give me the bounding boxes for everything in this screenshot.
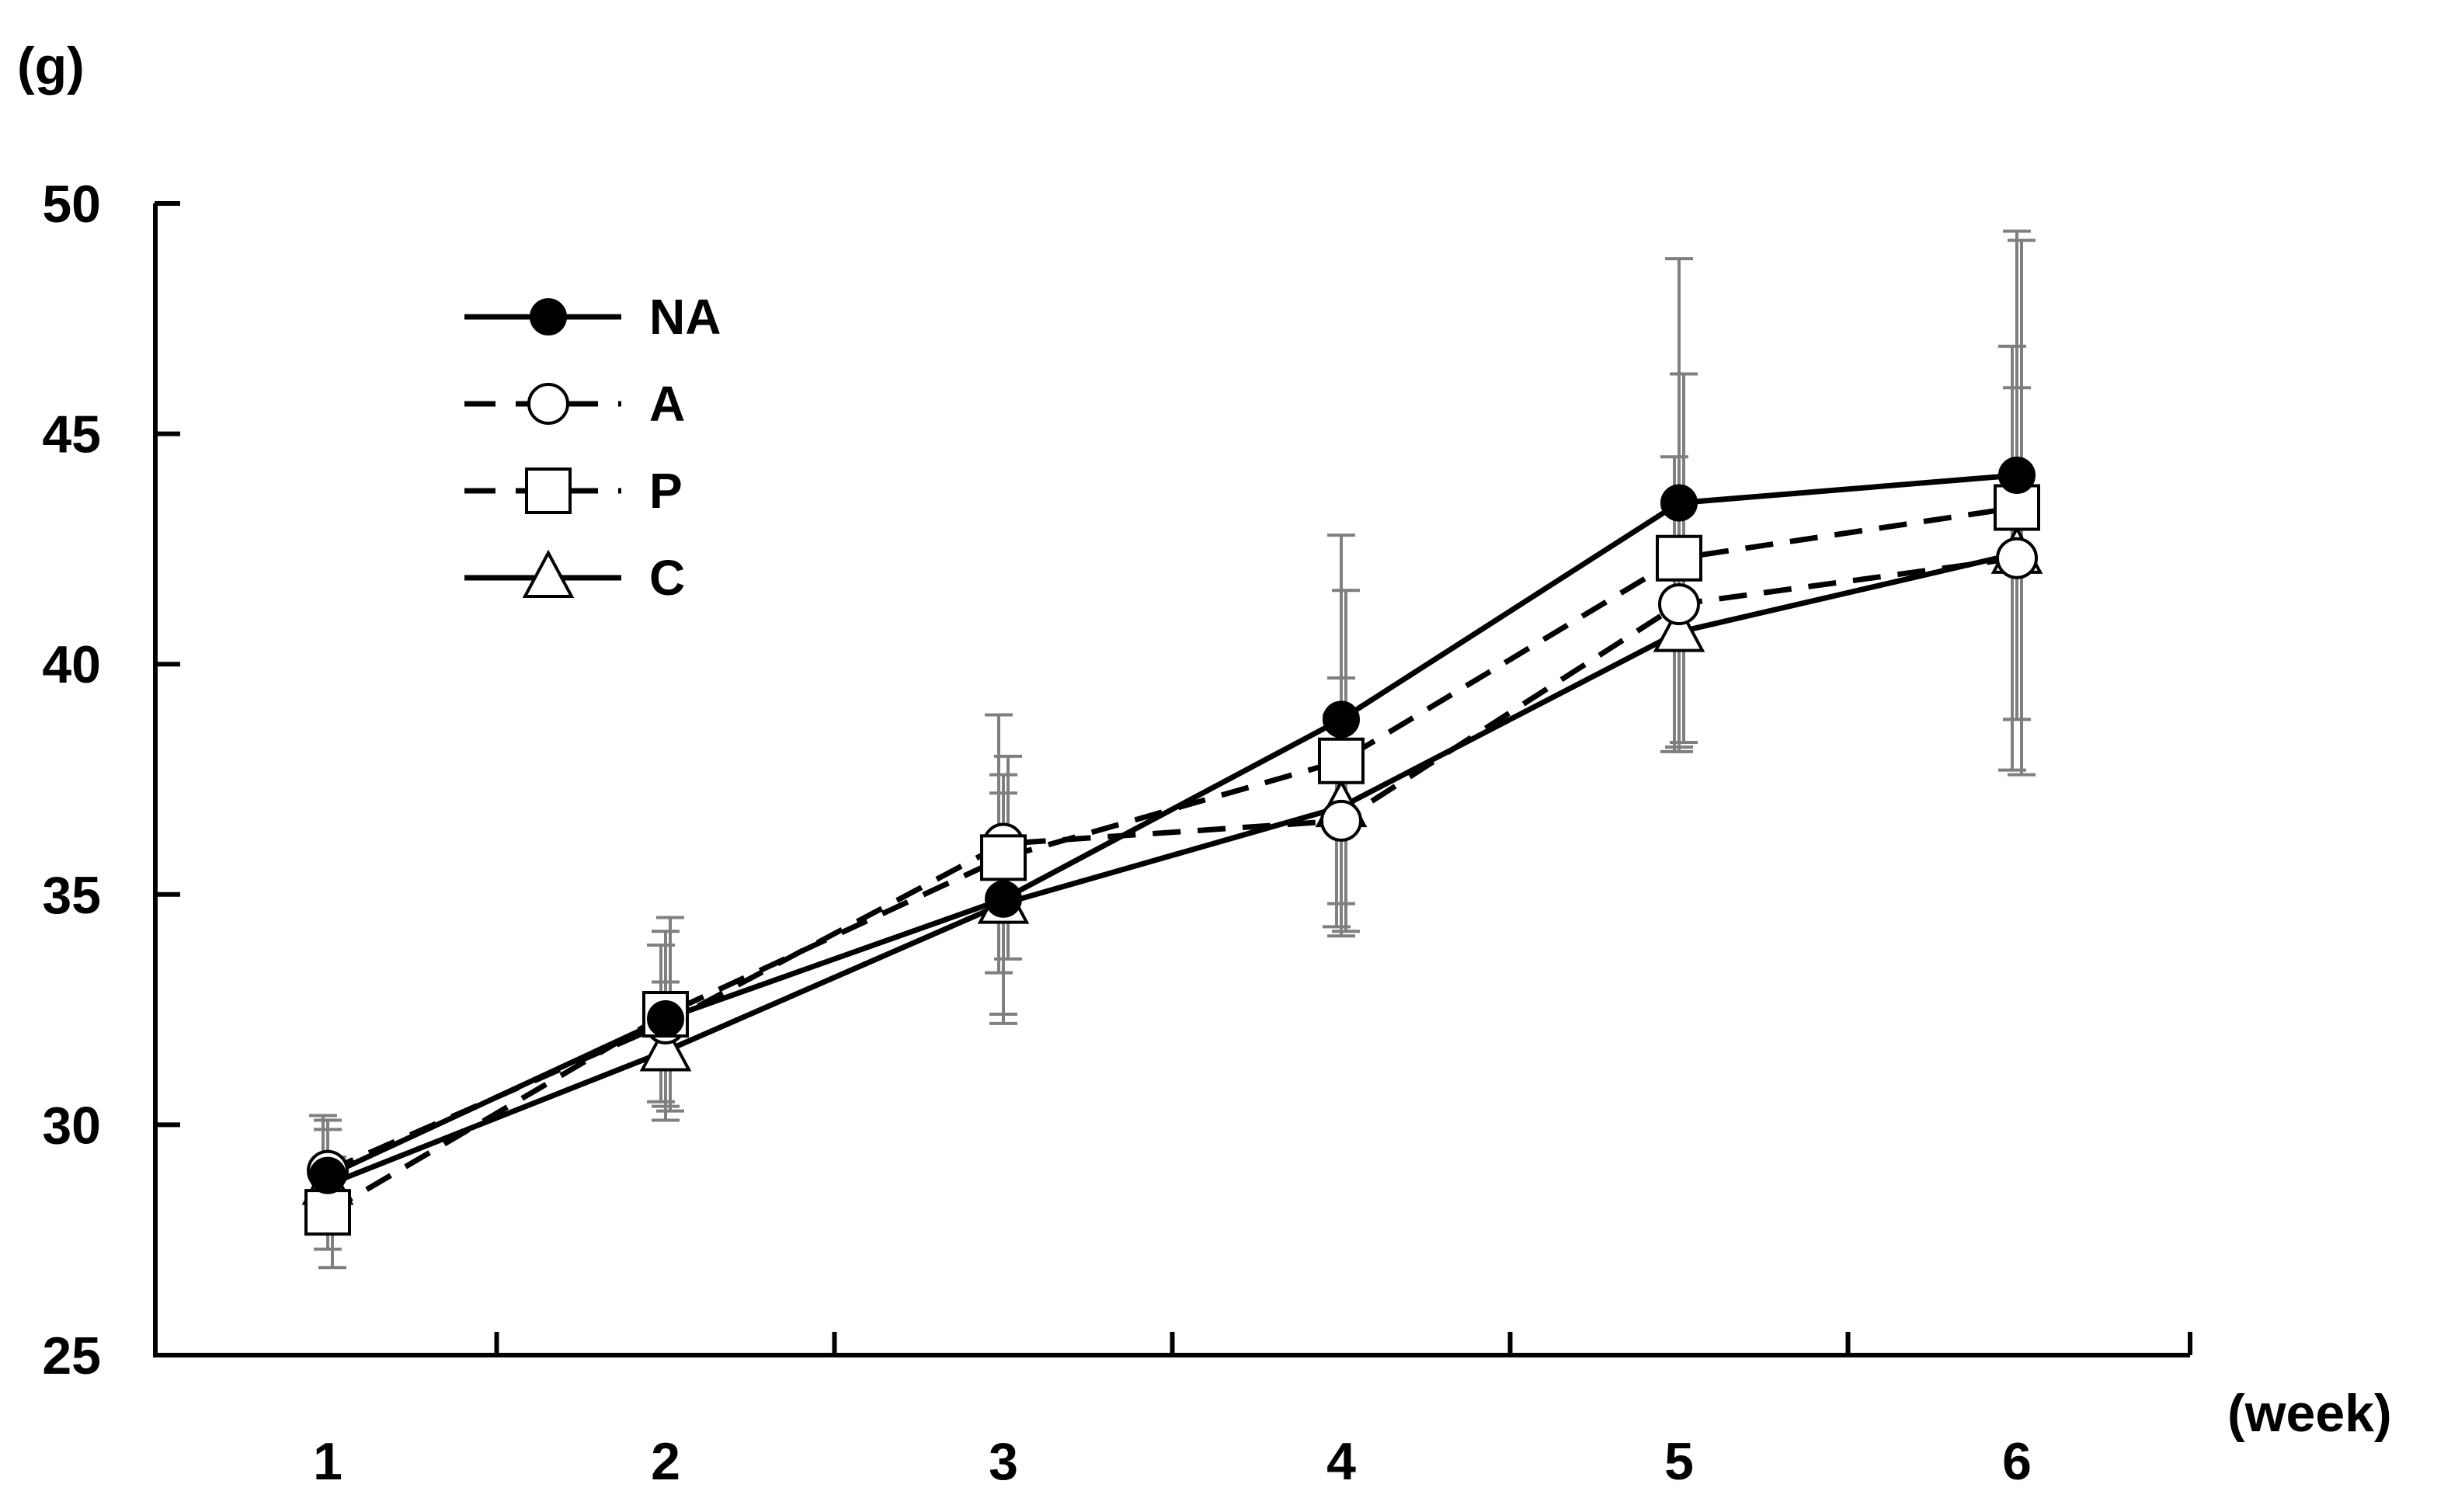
y-tick-label: 45 bbox=[42, 405, 101, 464]
x-unit-label: (week) bbox=[2227, 1384, 2392, 1443]
marker-na bbox=[1998, 456, 2036, 494]
marker-na bbox=[985, 880, 1022, 918]
y-unit-label: (g) bbox=[17, 36, 85, 96]
marker-p bbox=[1318, 737, 1365, 784]
x-tick-label: 6 bbox=[2002, 1432, 2032, 1491]
marker-na bbox=[309, 1156, 346, 1194]
y-tick-label: 40 bbox=[42, 635, 101, 694]
marker-a bbox=[1996, 537, 2038, 579]
series-line-a bbox=[326, 555, 2018, 1173]
y-ticks: 25 30 35 40 45 50 bbox=[42, 175, 180, 1385]
legend-label-c: C bbox=[649, 550, 685, 606]
y-tick-label: 35 bbox=[42, 866, 101, 925]
series-line-c bbox=[326, 551, 2018, 1187]
legend: NA APC bbox=[464, 289, 721, 606]
marker-p bbox=[1656, 534, 1702, 582]
marker-c bbox=[639, 1023, 692, 1072]
legend-marker-na bbox=[530, 298, 567, 335]
legend-label-na: NA bbox=[649, 289, 721, 345]
marker-na bbox=[647, 999, 684, 1038]
marker-c bbox=[1653, 603, 1705, 652]
marker-p bbox=[980, 834, 1027, 881]
x-tick-label: 4 bbox=[1326, 1432, 1356, 1491]
marker-p bbox=[304, 1189, 351, 1236]
y-tick-label: 25 bbox=[42, 1326, 101, 1385]
marker-p bbox=[1994, 484, 2040, 531]
legend-marker-c bbox=[522, 549, 575, 598]
marker-na bbox=[1323, 700, 1360, 739]
legend-label-p: P bbox=[649, 463, 683, 519]
x-tick-label: 3 bbox=[989, 1432, 1018, 1491]
x-tick-label: 1 bbox=[313, 1432, 342, 1491]
marker-a bbox=[1320, 799, 1362, 842]
x-tick-label: 5 bbox=[1664, 1432, 1694, 1491]
marker-na bbox=[1660, 484, 1698, 522]
y-tick-label: 50 bbox=[42, 175, 101, 234]
legend-label-a: A bbox=[649, 376, 685, 432]
x-tick-label: 2 bbox=[651, 1432, 680, 1491]
series-lines bbox=[326, 472, 2018, 1215]
series-markers bbox=[301, 456, 2043, 1236]
legend-marker-p bbox=[525, 468, 572, 514]
marker-a bbox=[1658, 583, 1700, 626]
error-bars bbox=[309, 229, 2036, 1270]
axes bbox=[153, 203, 2190, 1357]
x-ticks: 1 2 3 4 5 6 bbox=[313, 1332, 2192, 1491]
y-tick-label: 30 bbox=[42, 1096, 101, 1155]
legend-marker-a bbox=[527, 383, 569, 425]
series-line-na bbox=[326, 472, 2018, 1178]
